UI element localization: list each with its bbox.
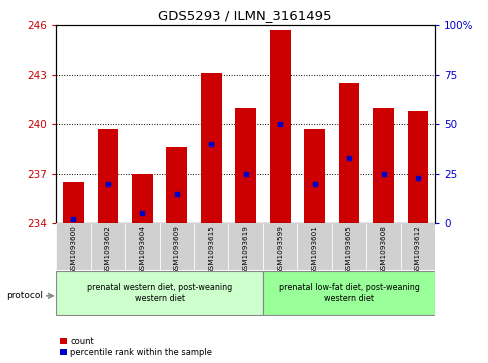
Bar bbox=[366, 223, 400, 270]
Bar bbox=[194, 223, 228, 270]
Text: prenatal western diet, post-weaning
western diet: prenatal western diet, post-weaning west… bbox=[87, 284, 232, 303]
Text: GSM1093602: GSM1093602 bbox=[105, 225, 111, 274]
Text: GSM1093608: GSM1093608 bbox=[380, 225, 386, 274]
Text: GSM1093615: GSM1093615 bbox=[208, 225, 214, 274]
Bar bbox=[269, 30, 290, 223]
Text: GDS5293 / ILMN_3161495: GDS5293 / ILMN_3161495 bbox=[158, 9, 330, 22]
Text: GSM1093612: GSM1093612 bbox=[414, 225, 420, 274]
Bar bbox=[98, 129, 118, 223]
Bar bbox=[159, 223, 194, 270]
Bar bbox=[90, 223, 125, 270]
Bar bbox=[304, 129, 325, 223]
Bar bbox=[56, 272, 263, 315]
Text: GSM1093605: GSM1093605 bbox=[346, 225, 351, 274]
Bar bbox=[166, 147, 187, 223]
Bar bbox=[263, 272, 434, 315]
Bar bbox=[56, 223, 90, 270]
Bar bbox=[331, 223, 366, 270]
Bar bbox=[63, 182, 83, 223]
Bar bbox=[235, 108, 256, 223]
Text: GSM1093609: GSM1093609 bbox=[173, 225, 180, 274]
Text: GSM1093599: GSM1093599 bbox=[277, 225, 283, 274]
Bar bbox=[228, 223, 263, 270]
Text: GSM1093604: GSM1093604 bbox=[139, 225, 145, 274]
Text: GSM1093600: GSM1093600 bbox=[70, 225, 76, 274]
Bar bbox=[338, 83, 359, 223]
Legend: count, percentile rank within the sample: count, percentile rank within the sample bbox=[61, 337, 212, 357]
Bar bbox=[132, 174, 152, 223]
Bar bbox=[400, 223, 434, 270]
Bar bbox=[297, 223, 331, 270]
Bar bbox=[372, 108, 393, 223]
Text: GSM1093619: GSM1093619 bbox=[242, 225, 248, 274]
Text: protocol: protocol bbox=[6, 291, 43, 300]
Text: GSM1093601: GSM1093601 bbox=[311, 225, 317, 274]
Bar bbox=[263, 223, 297, 270]
Text: prenatal low-fat diet, post-weaning
western diet: prenatal low-fat diet, post-weaning west… bbox=[278, 284, 419, 303]
Bar bbox=[407, 111, 427, 223]
Bar bbox=[201, 73, 221, 223]
Bar bbox=[125, 223, 159, 270]
